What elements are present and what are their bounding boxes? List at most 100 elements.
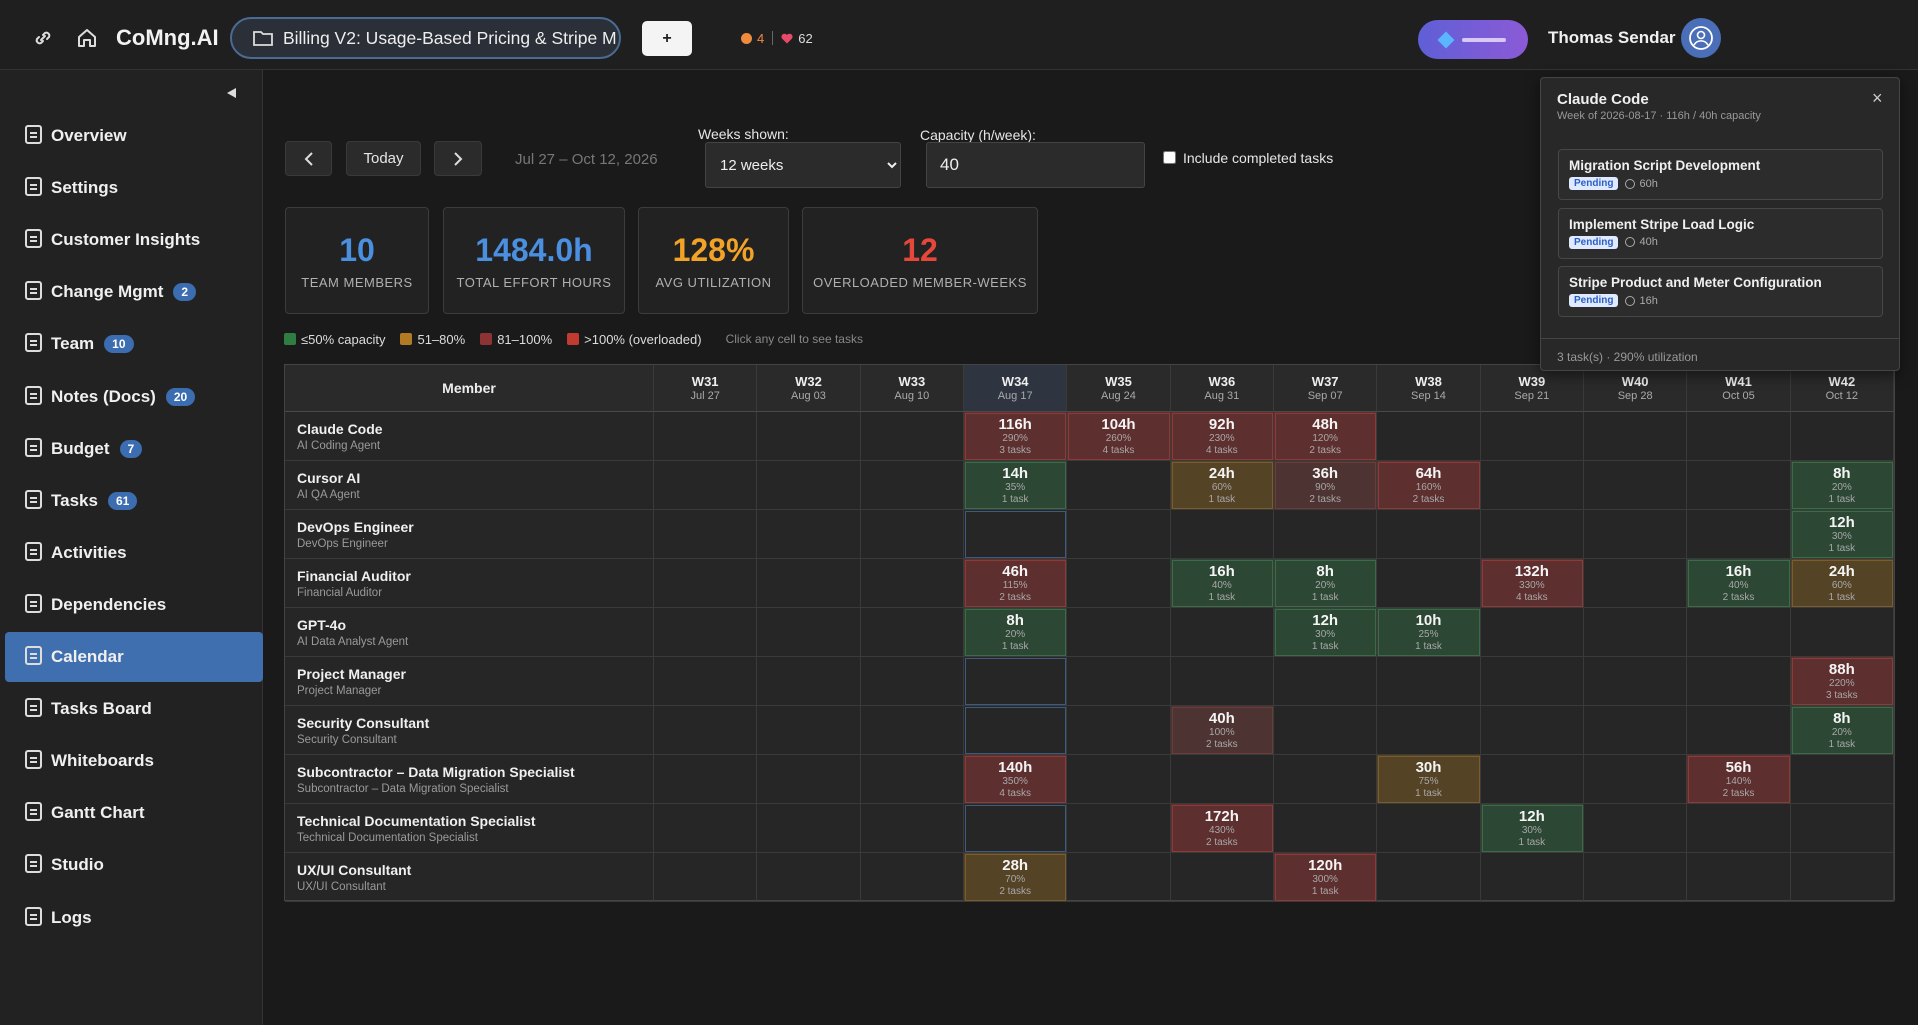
empty-cell[interactable] bbox=[1790, 804, 1894, 853]
weeks-select[interactable]: 12 weeks bbox=[705, 142, 901, 188]
heatmap-cell[interactable]: 46h 115% 2 tasks bbox=[964, 559, 1068, 608]
empty-cell[interactable] bbox=[964, 804, 1068, 853]
empty-cell[interactable] bbox=[1274, 706, 1378, 755]
task-card[interactable]: Stripe Product and Meter Configuration Pe… bbox=[1558, 266, 1883, 317]
heatmap-cell[interactable]: 14h 35% 1 task bbox=[964, 461, 1068, 510]
nav-item[interactable]: Budget 7 bbox=[5, 424, 263, 474]
nav-item[interactable]: Gantt Chart bbox=[5, 788, 263, 838]
heatmap-cell[interactable]: 140h 350% 4 tasks bbox=[964, 755, 1068, 804]
empty-cell[interactable] bbox=[1687, 706, 1791, 755]
nav-item[interactable]: Settings bbox=[5, 163, 263, 213]
empty-cell[interactable] bbox=[1377, 412, 1481, 461]
empty-cell[interactable] bbox=[1067, 657, 1171, 706]
nav-item[interactable]: Calendar bbox=[5, 632, 263, 682]
empty-cell[interactable] bbox=[1377, 510, 1481, 559]
empty-cell[interactable] bbox=[654, 559, 758, 608]
empty-cell[interactable] bbox=[654, 706, 758, 755]
empty-cell[interactable] bbox=[1067, 510, 1171, 559]
heatmap-cell[interactable]: 8h 20% 1 task bbox=[964, 608, 1068, 657]
empty-cell[interactable] bbox=[964, 510, 1068, 559]
empty-cell[interactable] bbox=[1480, 510, 1584, 559]
empty-cell[interactable] bbox=[964, 657, 1068, 706]
empty-cell[interactable] bbox=[757, 608, 861, 657]
empty-cell[interactable] bbox=[1687, 510, 1791, 559]
empty-cell[interactable] bbox=[860, 657, 964, 706]
home-icon[interactable] bbox=[76, 27, 98, 49]
empty-cell[interactable] bbox=[1170, 755, 1274, 804]
empty-cell[interactable] bbox=[860, 804, 964, 853]
empty-cell[interactable] bbox=[1067, 461, 1171, 510]
empty-cell[interactable] bbox=[1687, 804, 1791, 853]
empty-cell[interactable] bbox=[757, 706, 861, 755]
nav-item[interactable]: Overview bbox=[5, 111, 263, 161]
empty-cell[interactable] bbox=[1377, 853, 1481, 902]
empty-cell[interactable] bbox=[1790, 755, 1894, 804]
empty-cell[interactable] bbox=[654, 804, 758, 853]
nav-item[interactable]: Team 10 bbox=[5, 319, 263, 369]
completed-checkbox[interactable] bbox=[1163, 151, 1176, 164]
heatmap-cell[interactable]: 40h 100% 2 tasks bbox=[1170, 706, 1274, 755]
heatmap-cell[interactable]: 16h 40% 2 tasks bbox=[1687, 559, 1791, 608]
heatmap-cell[interactable]: 88h 220% 3 tasks bbox=[1790, 657, 1894, 706]
heatmap-cell[interactable]: 132h 330% 4 tasks bbox=[1480, 559, 1584, 608]
empty-cell[interactable] bbox=[757, 461, 861, 510]
heatmap-cell[interactable]: 12h 30% 1 task bbox=[1480, 804, 1584, 853]
empty-cell[interactable] bbox=[1687, 461, 1791, 510]
heatmap-cell[interactable]: 56h 140% 2 tasks bbox=[1687, 755, 1791, 804]
empty-cell[interactable] bbox=[1584, 608, 1688, 657]
empty-cell[interactable] bbox=[1584, 461, 1688, 510]
heatmap-cell[interactable]: 92h 230% 4 tasks bbox=[1170, 412, 1274, 461]
empty-cell[interactable] bbox=[757, 559, 861, 608]
heatmap-cell[interactable]: 172h 430% 2 tasks bbox=[1170, 804, 1274, 853]
close-button[interactable]: × bbox=[1872, 88, 1883, 108]
empty-cell[interactable] bbox=[1377, 657, 1481, 706]
empty-cell[interactable] bbox=[1584, 510, 1688, 559]
nav-item[interactable]: Customer Insights bbox=[5, 215, 263, 265]
empty-cell[interactable] bbox=[860, 706, 964, 755]
empty-cell[interactable] bbox=[1480, 608, 1584, 657]
empty-cell[interactable] bbox=[1687, 412, 1791, 461]
link-icon[interactable] bbox=[32, 27, 54, 49]
empty-cell[interactable] bbox=[654, 608, 758, 657]
heatmap-cell[interactable]: 120h 300% 1 task bbox=[1274, 853, 1378, 902]
nav-item[interactable]: Notes (Docs) 20 bbox=[5, 372, 263, 422]
empty-cell[interactable] bbox=[654, 657, 758, 706]
empty-cell[interactable] bbox=[1790, 412, 1894, 461]
empty-cell[interactable] bbox=[860, 853, 964, 902]
project-selector[interactable]: Billing V2: Usage-Based Pricing & Stripe… bbox=[230, 17, 621, 59]
empty-cell[interactable] bbox=[1790, 608, 1894, 657]
empty-cell[interactable] bbox=[1480, 853, 1584, 902]
empty-cell[interactable] bbox=[1274, 657, 1378, 706]
empty-cell[interactable] bbox=[1584, 706, 1688, 755]
nav-item[interactable]: Dependencies bbox=[5, 580, 263, 630]
empty-cell[interactable] bbox=[654, 853, 758, 902]
empty-cell[interactable] bbox=[1274, 804, 1378, 853]
empty-cell[interactable] bbox=[1480, 706, 1584, 755]
task-card[interactable]: Migration Script Development Pending 60h bbox=[1558, 149, 1883, 200]
upgrade-pill[interactable] bbox=[1418, 20, 1528, 59]
empty-cell[interactable] bbox=[1067, 804, 1171, 853]
empty-cell[interactable] bbox=[1170, 657, 1274, 706]
heatmap-cell[interactable]: 12h 30% 1 task bbox=[1790, 510, 1894, 559]
empty-cell[interactable] bbox=[860, 608, 964, 657]
nav-item[interactable]: Logs bbox=[5, 893, 263, 943]
empty-cell[interactable] bbox=[1790, 853, 1894, 902]
heatmap-cell[interactable]: 24h 60% 1 task bbox=[1790, 559, 1894, 608]
nav-item[interactable]: Activities bbox=[5, 528, 263, 578]
empty-cell[interactable] bbox=[964, 706, 1068, 755]
empty-cell[interactable] bbox=[1170, 608, 1274, 657]
nav-item[interactable]: Change Mgmt 2 bbox=[5, 267, 263, 317]
empty-cell[interactable] bbox=[860, 510, 964, 559]
empty-cell[interactable] bbox=[1067, 755, 1171, 804]
empty-cell[interactable] bbox=[860, 755, 964, 804]
heatmap-cell[interactable]: 36h 90% 2 tasks bbox=[1274, 461, 1378, 510]
empty-cell[interactable] bbox=[757, 510, 861, 559]
nav-item[interactable]: Tasks 61 bbox=[5, 476, 263, 526]
heatmap-cell[interactable]: 8h 20% 1 task bbox=[1790, 706, 1894, 755]
empty-cell[interactable] bbox=[1067, 608, 1171, 657]
empty-cell[interactable] bbox=[1584, 412, 1688, 461]
heatmap-cell[interactable]: 8h 20% 1 task bbox=[1274, 559, 1378, 608]
nav-item[interactable]: Whiteboards bbox=[5, 736, 263, 786]
empty-cell[interactable] bbox=[1274, 510, 1378, 559]
empty-cell[interactable] bbox=[757, 657, 861, 706]
